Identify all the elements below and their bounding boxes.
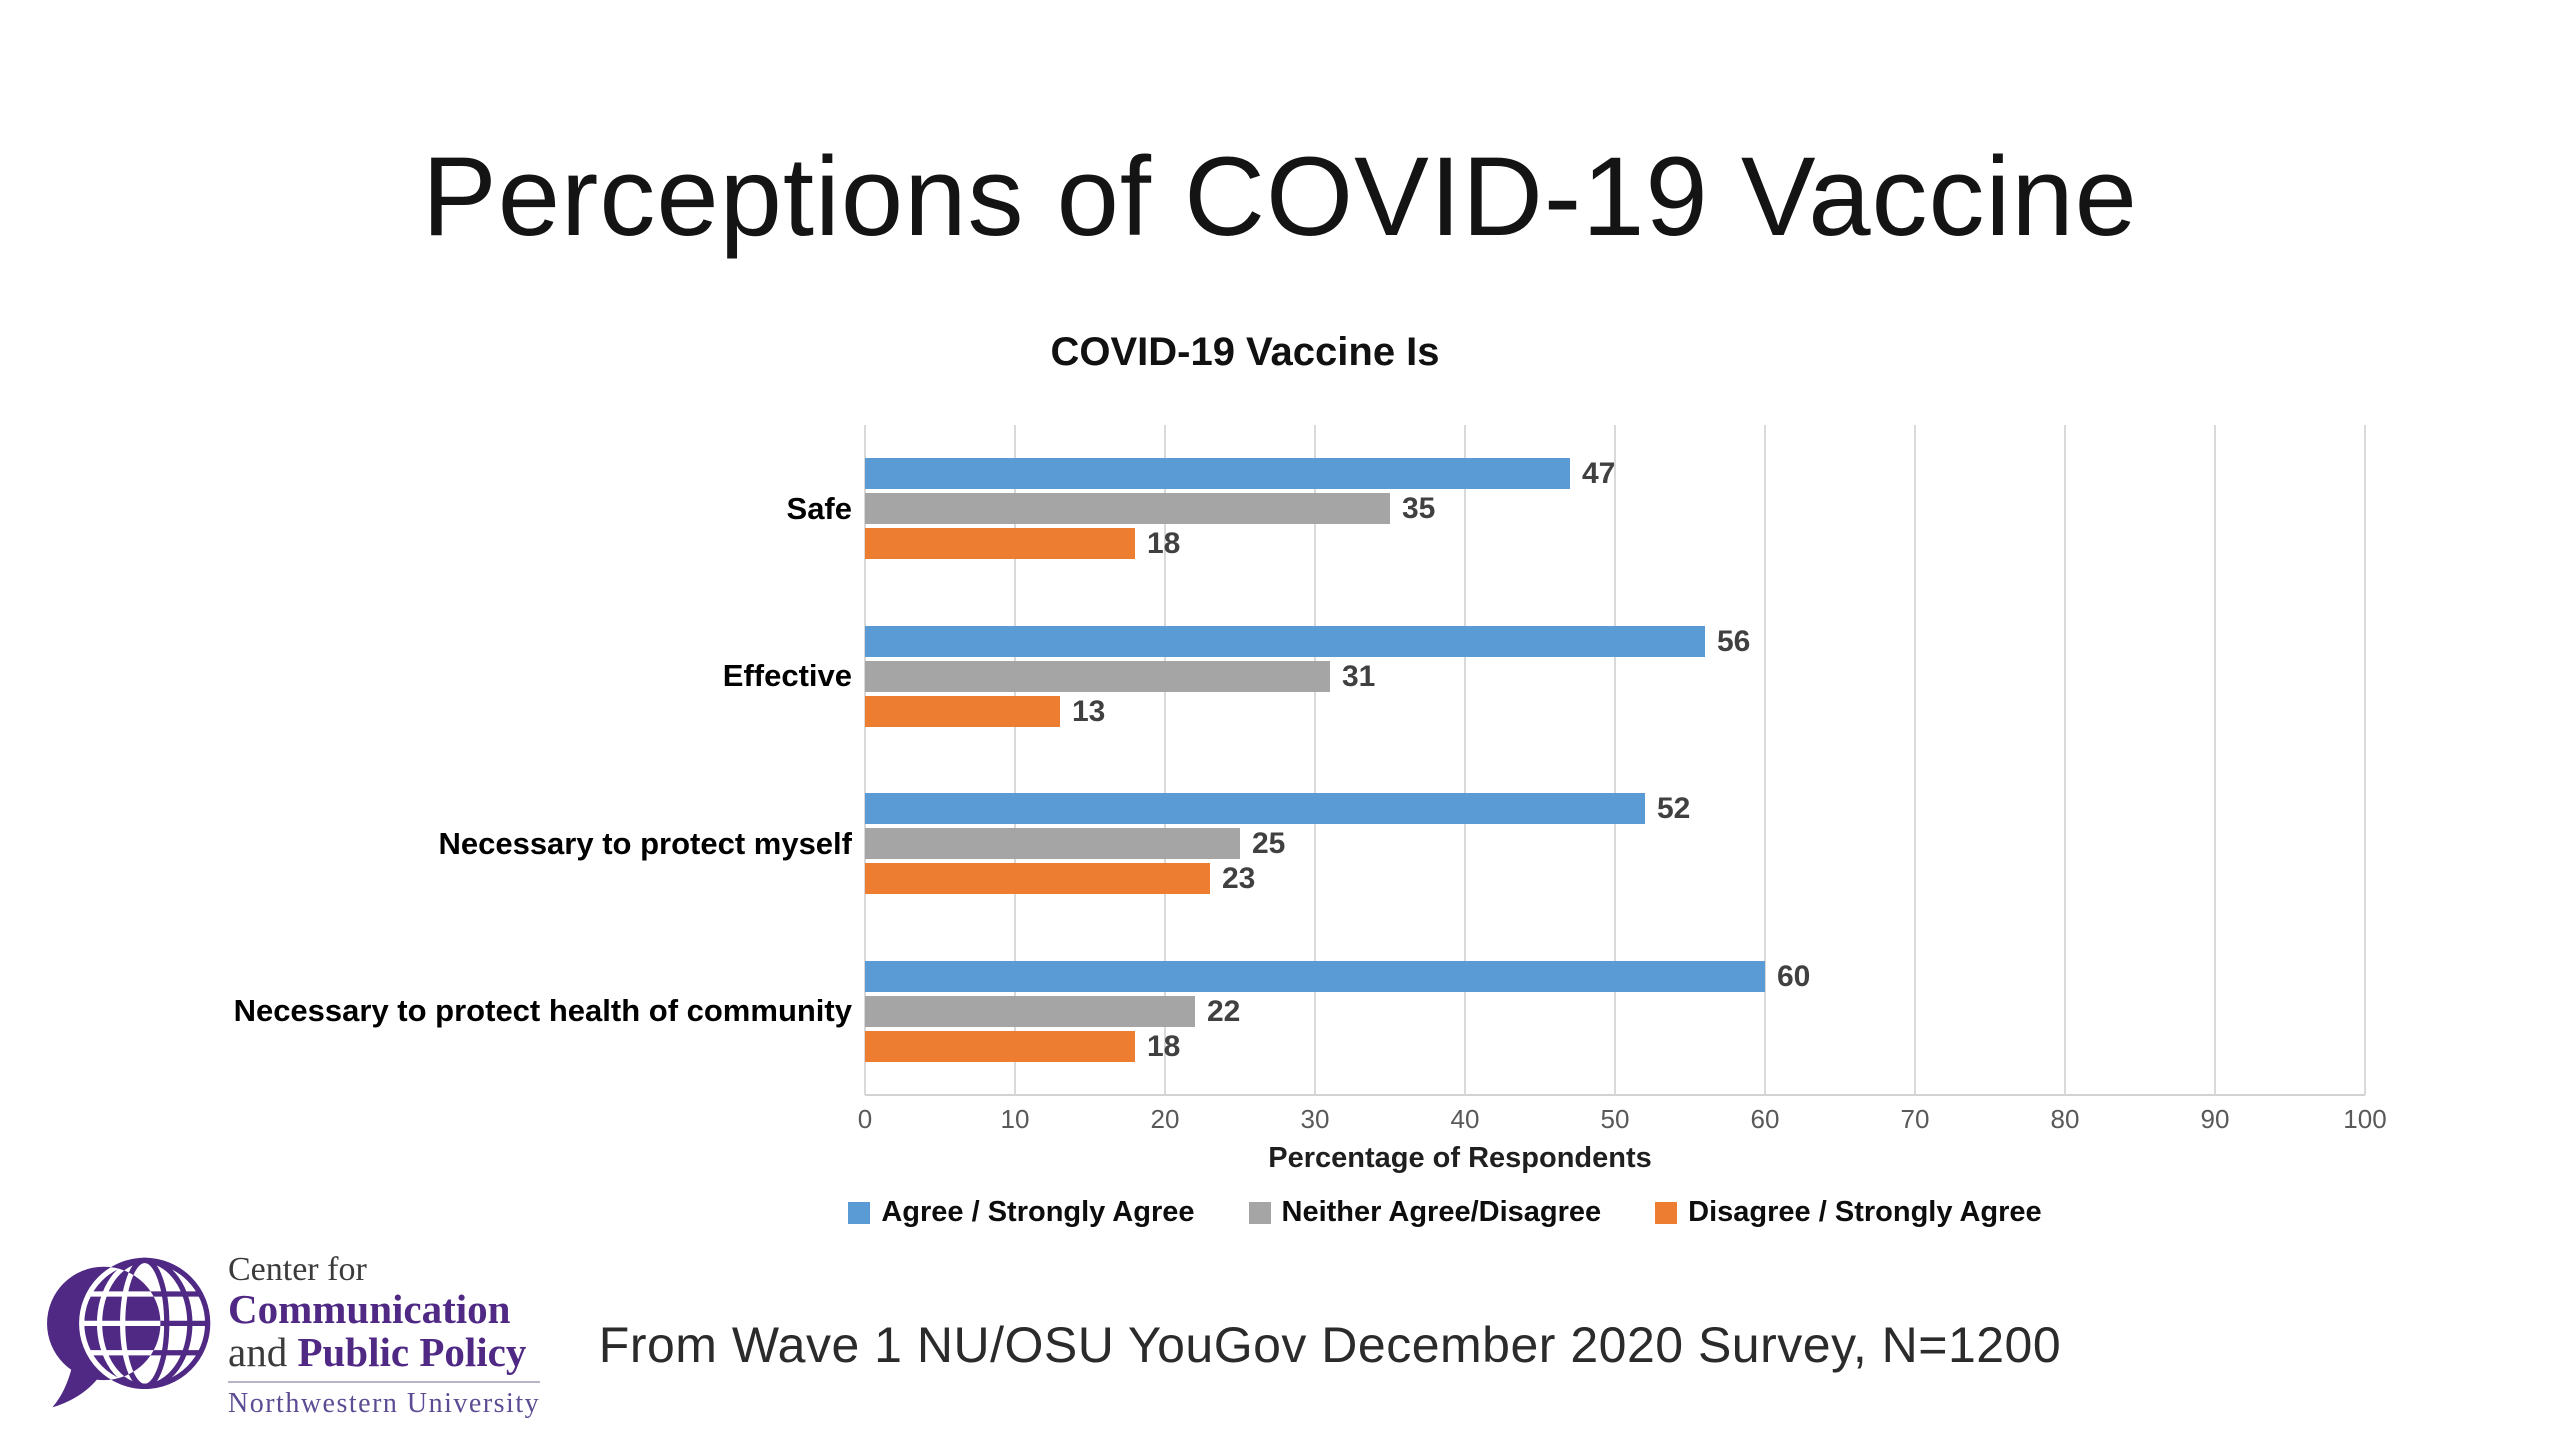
bar-line: 25 bbox=[865, 827, 2365, 861]
gridline bbox=[1464, 425, 1466, 1095]
gridline bbox=[2364, 425, 2366, 1095]
bar-value-label: 13 bbox=[1072, 694, 1106, 728]
bar-line: 52 bbox=[865, 792, 2365, 826]
bar-line: 22 bbox=[865, 994, 2365, 1028]
bar-line: 31 bbox=[865, 659, 2365, 693]
bar bbox=[865, 528, 1135, 560]
bar bbox=[865, 625, 1705, 657]
gridline bbox=[1914, 425, 1916, 1095]
legend: Agree / Strongly Agree Neither Agree/Disa… bbox=[530, 1196, 2360, 1229]
bar-line: 18 bbox=[865, 527, 2365, 561]
gridline bbox=[864, 425, 866, 1095]
bar-value-label: 18 bbox=[1147, 527, 1181, 561]
logo-line-policy: Public Policy bbox=[297, 1328, 527, 1375]
bar-line: 23 bbox=[865, 862, 2365, 896]
bar bbox=[865, 828, 1240, 860]
legend-swatch bbox=[1655, 1201, 1678, 1224]
bar bbox=[865, 493, 1390, 525]
gridline bbox=[2064, 425, 2066, 1095]
logo-text: Center for Communication and Public Poli… bbox=[228, 1251, 541, 1420]
bar-block: 47 35 18 bbox=[865, 454, 2365, 563]
bar-block: 52 25 23 bbox=[865, 789, 2365, 898]
bar-value-label: 35 bbox=[1402, 492, 1436, 526]
legend-item: Agree / Strongly Agree bbox=[848, 1196, 1195, 1229]
category-label: Necessary to protect myself bbox=[438, 825, 852, 861]
gridline bbox=[1164, 425, 1166, 1095]
logo-line-center-for: Center for bbox=[228, 1251, 367, 1289]
bar-group: 47 35 18 bbox=[865, 425, 2365, 593]
x-tick-label: 0 bbox=[857, 1104, 873, 1134]
org-logo: Center for Communication and Public Poli… bbox=[46, 1251, 541, 1420]
gridline bbox=[2214, 425, 2216, 1095]
logo-line-university: Northwestern University bbox=[228, 1387, 541, 1419]
x-tick-label: 10 bbox=[1000, 1104, 1030, 1134]
x-tick-label: 100 bbox=[2343, 1104, 2387, 1134]
gridline bbox=[1014, 425, 1016, 1095]
bar-value-label: 31 bbox=[1342, 659, 1376, 693]
gridline bbox=[1614, 425, 1616, 1095]
bar-value-label: 47 bbox=[1582, 457, 1616, 491]
x-tick-label: 80 bbox=[2050, 1104, 2080, 1134]
x-tick-label: 40 bbox=[1450, 1104, 1480, 1134]
legend-item: Disagree / Strongly Agree bbox=[1655, 1196, 2042, 1229]
slide-title: Perceptions of COVID-19 Vaccine bbox=[422, 134, 2138, 259]
category-label: Effective bbox=[722, 658, 852, 694]
logo-divider bbox=[228, 1380, 541, 1383]
bar bbox=[865, 863, 1210, 895]
x-axis-ticks: 0 10 20 30 40 50 60 70 80 90 100 bbox=[858, 1104, 2387, 1134]
logo-line-public-policy: and Public Policy bbox=[228, 1328, 540, 1375]
legend-label: Neither Agree/Disagree bbox=[1281, 1196, 1602, 1228]
chart-title: COVID-19 Vaccine Is bbox=[1050, 330, 1440, 374]
bar-line: 60 bbox=[865, 959, 2365, 993]
gridline bbox=[1314, 425, 1316, 1095]
x-tick-label: 30 bbox=[1300, 1104, 1330, 1134]
gridline bbox=[1764, 425, 1766, 1095]
x-tick-label: 20 bbox=[1150, 1104, 1180, 1134]
legend-label: Disagree / Strongly Agree bbox=[1688, 1196, 2042, 1228]
logo-line-and: and bbox=[228, 1328, 298, 1375]
bar-line: 35 bbox=[865, 492, 2365, 526]
bar-block: 60 22 18 bbox=[865, 957, 2365, 1066]
category-labels: Safe Effective Necessary to protect myself… bbox=[100, 425, 852, 1095]
category-label: Safe bbox=[786, 490, 852, 526]
bar-block: 56 31 13 bbox=[865, 622, 2365, 731]
bar-line: 18 bbox=[865, 1029, 2365, 1063]
legend-swatch bbox=[1248, 1201, 1271, 1224]
bar-value-label: 56 bbox=[1717, 624, 1751, 658]
bar bbox=[865, 1030, 1135, 1062]
bar-value-label: 23 bbox=[1222, 862, 1256, 896]
plot-area: 47 35 18 56 31 13 52 25 23 60 22 18 bbox=[864, 425, 2366, 1096]
x-tick-label: 50 bbox=[1600, 1104, 1630, 1134]
bar-line: 47 bbox=[865, 457, 2365, 491]
bar bbox=[865, 793, 1645, 825]
bar-group: 52 25 23 bbox=[865, 760, 2365, 928]
legend-item: Neither Agree/Disagree bbox=[1248, 1196, 1602, 1229]
legend-label: Agree / Strongly Agree bbox=[881, 1196, 1195, 1228]
bar-value-label: 25 bbox=[1252, 827, 1286, 861]
bar bbox=[865, 695, 1060, 727]
x-tick-label: 70 bbox=[1900, 1104, 1930, 1134]
bar-group: 56 31 13 bbox=[865, 593, 2365, 761]
bar-value-label: 52 bbox=[1657, 792, 1691, 826]
source-caption: From Wave 1 NU/OSU YouGov December 2020 … bbox=[598, 1317, 2062, 1373]
bar-line: 13 bbox=[865, 694, 2365, 728]
bar-value-label: 22 bbox=[1207, 994, 1241, 1028]
bar bbox=[865, 995, 1195, 1027]
bar bbox=[865, 960, 1765, 992]
x-tick-label: 60 bbox=[1750, 1104, 1780, 1134]
bar-value-label: 18 bbox=[1147, 1029, 1181, 1063]
x-axis-title: Percentage of Respondents bbox=[1268, 1142, 1652, 1174]
bar bbox=[865, 660, 1330, 692]
bar-group: 60 22 18 bbox=[865, 928, 2365, 1096]
bar bbox=[865, 458, 1570, 490]
bar-value-label: 60 bbox=[1777, 959, 1811, 993]
globe-speech-bubble-icon bbox=[47, 1257, 211, 1408]
category-label: Necessary to protect health of community bbox=[233, 993, 852, 1029]
logo-line-communication: Communication bbox=[228, 1285, 511, 1332]
legend-swatch bbox=[848, 1201, 871, 1224]
x-axis-line bbox=[865, 1094, 2365, 1096]
x-tick-label: 90 bbox=[2200, 1104, 2230, 1134]
bar-line: 56 bbox=[865, 624, 2365, 658]
